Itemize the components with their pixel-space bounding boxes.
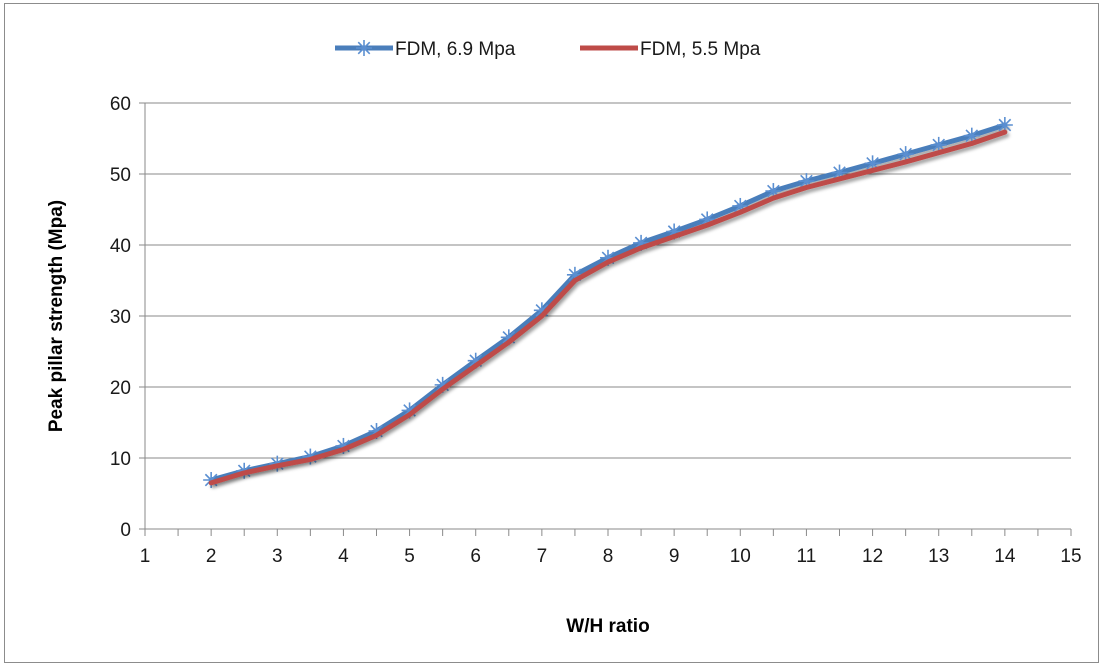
asterisk-stroke [634, 236, 648, 250]
series-group [203, 117, 1013, 489]
x-tick-label: 3 [272, 546, 283, 567]
legend-marker [356, 40, 372, 56]
x-tick-label: 7 [537, 546, 548, 567]
x-tick-label: 9 [669, 546, 680, 567]
y-tick-label: 50 [110, 165, 131, 186]
x-tick-label: 15 [1060, 546, 1081, 567]
asterisk-stroke [833, 166, 846, 179]
data-point [699, 211, 716, 228]
data-point [864, 155, 881, 172]
y-axis-ticks: 0 10 20 30 40 50 60 [110, 94, 145, 541]
asterisk-stroke [568, 268, 582, 282]
series-line [208, 122, 1008, 483]
data-point [831, 164, 848, 181]
x-tick-label: 10 [730, 546, 751, 567]
legend-item: FDM, 6.9 Mpa [335, 39, 516, 60]
x-axis-title: W/H ratio [566, 616, 649, 637]
asterisk-stroke [932, 138, 946, 152]
asterisk-stroke [998, 118, 1012, 132]
x-tick-label: 4 [338, 546, 349, 567]
y-tick-label: 20 [110, 378, 131, 399]
asterisk-stroke [767, 184, 780, 198]
legend-item: FDM, 5.5 Mpa [580, 39, 761, 60]
x-tick-label: 6 [470, 546, 481, 567]
asterisk-stroke [204, 473, 218, 487]
data-point [930, 136, 947, 153]
series-fdm-5-5-mpa [208, 129, 1008, 486]
legend: FDM, 6.9 Mpa FDM, 5.5 Mpa [335, 39, 761, 60]
y-tick-label: 40 [110, 236, 131, 257]
legend-label: FDM, 5.5 Mpa [640, 39, 761, 60]
asterisk-stroke [357, 41, 371, 55]
y-axis-title: Peak pillar strength (Mpa) [46, 200, 67, 432]
x-tick-label: 1 [140, 546, 151, 567]
asterisk-stroke [733, 199, 747, 213]
y-tick-label: 60 [110, 94, 131, 115]
x-tick-label: 8 [603, 546, 614, 567]
x-tick-label: 11 [797, 546, 817, 567]
asterisk-stroke [965, 129, 979, 142]
asterisk-stroke [502, 330, 516, 344]
x-tick-label: 2 [206, 546, 217, 567]
asterisk-stroke [436, 378, 449, 392]
y-tick-label: 10 [110, 449, 131, 470]
series-line [208, 129, 1008, 486]
chart-frame [4, 3, 1099, 663]
x-tick-label: 14 [994, 546, 1016, 567]
legend-label: FDM, 6.9 Mpa [395, 39, 516, 60]
y-tick-label: 30 [110, 307, 131, 328]
x-axis-ticks: 1 2 3 4 5 6 7 8 9 10 11 12 13 14 15 [140, 529, 1082, 567]
series-fdm-6-9-mpa [203, 117, 1013, 489]
asterisk-stroke [700, 213, 714, 226]
y-tick-label: 0 [120, 520, 131, 541]
asterisk-stroke [535, 303, 549, 317]
x-tick-label: 12 [862, 546, 883, 567]
asterisk-stroke [469, 354, 483, 368]
asterisk-stroke [800, 174, 813, 188]
x-tick-label: 13 [928, 546, 949, 567]
asterisk-stroke [866, 157, 879, 170]
x-tick-label: 5 [404, 546, 415, 567]
asterisk-stroke [899, 147, 912, 161]
